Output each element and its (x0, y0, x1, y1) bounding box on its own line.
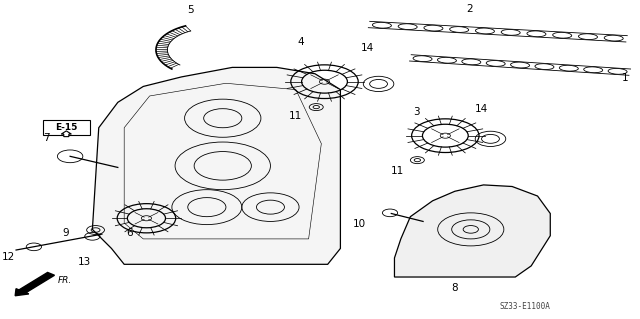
Ellipse shape (413, 56, 432, 62)
Ellipse shape (501, 29, 520, 35)
Text: 12: 12 (2, 252, 15, 262)
Polygon shape (394, 185, 550, 277)
Ellipse shape (579, 34, 598, 40)
Ellipse shape (527, 31, 546, 37)
Text: 8: 8 (452, 283, 458, 293)
Ellipse shape (584, 67, 603, 73)
Text: 3: 3 (413, 107, 420, 117)
Text: 2: 2 (466, 4, 473, 14)
Ellipse shape (424, 25, 443, 31)
Ellipse shape (559, 65, 579, 71)
Text: 10: 10 (353, 219, 366, 229)
Text: 13: 13 (78, 257, 92, 267)
Polygon shape (92, 67, 340, 264)
Text: 1: 1 (622, 72, 628, 83)
FancyArrow shape (61, 131, 72, 137)
Text: 11: 11 (289, 111, 303, 121)
Text: 9: 9 (62, 228, 69, 238)
Text: 4: 4 (298, 37, 304, 47)
Ellipse shape (398, 24, 417, 30)
Ellipse shape (462, 59, 481, 65)
Text: 5: 5 (188, 5, 195, 15)
Ellipse shape (604, 35, 623, 41)
Ellipse shape (486, 61, 505, 66)
Ellipse shape (372, 22, 392, 28)
Text: FR.: FR. (58, 276, 72, 285)
Ellipse shape (553, 32, 572, 38)
Text: E-15: E-15 (55, 123, 77, 132)
Text: 11: 11 (391, 166, 404, 176)
Ellipse shape (476, 28, 495, 34)
Ellipse shape (511, 62, 529, 68)
Text: 6: 6 (126, 228, 132, 238)
Text: 7: 7 (44, 133, 50, 143)
Ellipse shape (535, 64, 554, 70)
Text: 14: 14 (475, 104, 488, 114)
Ellipse shape (608, 69, 627, 74)
Ellipse shape (450, 26, 468, 33)
Text: 14: 14 (360, 43, 374, 53)
Text: SZ33-E1100A: SZ33-E1100A (499, 302, 550, 311)
Ellipse shape (438, 57, 456, 63)
FancyArrow shape (15, 272, 54, 296)
